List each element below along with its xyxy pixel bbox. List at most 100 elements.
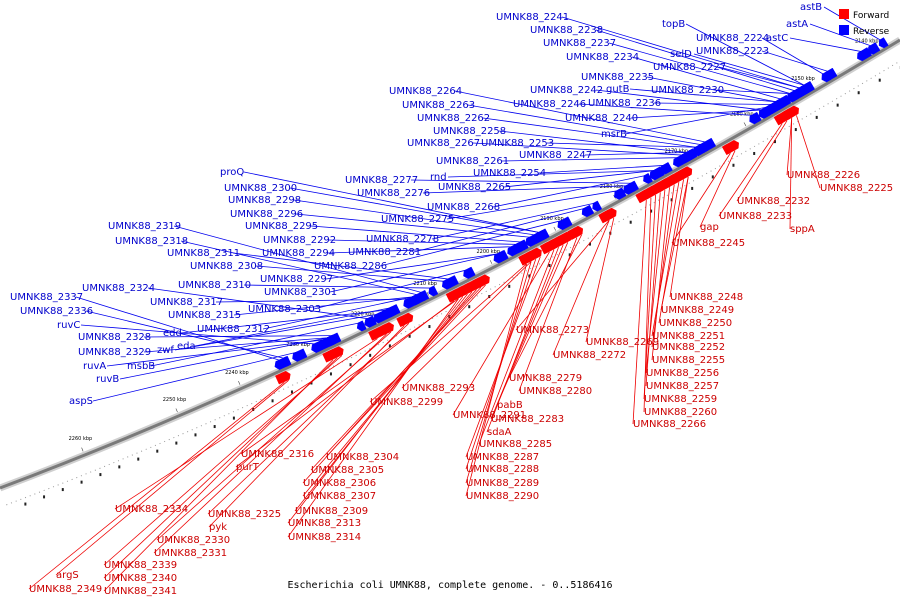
gene-label[interactable]: UMNK88_2275: [381, 214, 454, 225]
gene-label[interactable]: UMNK88_2251: [652, 331, 725, 342]
gene-label[interactable]: UMNK88_2240: [565, 113, 638, 124]
gene-label[interactable]: proQ: [220, 167, 244, 178]
gene-label[interactable]: UMNK88_2318: [115, 236, 188, 247]
gene-label[interactable]: UMNK88_2235: [581, 72, 654, 83]
gene-label[interactable]: UMNK88_2293: [402, 383, 475, 394]
gene-label[interactable]: UMNK88_2250: [659, 318, 732, 329]
gene-label[interactable]: UMNK88_2253: [481, 138, 554, 149]
reverse-gene-glyph[interactable]: [525, 233, 541, 247]
forward-gene-glyph[interactable]: [773, 114, 784, 126]
gene-label[interactable]: ruvB: [96, 374, 119, 385]
gene-label[interactable]: UMNK88_2259: [644, 394, 717, 405]
gene-label[interactable]: gutB: [606, 84, 630, 95]
gene-label[interactable]: UMNK88_2294: [262, 248, 335, 259]
gene-label[interactable]: UMNK88_2313: [288, 518, 361, 529]
forward-gene-glyph[interactable]: [543, 239, 559, 253]
gene-label[interactable]: argS: [56, 570, 79, 581]
gene-label[interactable]: UMNK88_2248: [670, 292, 743, 303]
gene-label[interactable]: edd: [163, 328, 182, 339]
gene-label[interactable]: UMNK88_2232: [737, 196, 810, 207]
gene-label[interactable]: ruvA: [83, 361, 106, 372]
gene-label[interactable]: UMNK88_2241: [496, 12, 569, 23]
gene-label[interactable]: UMNK88_2255: [652, 355, 725, 366]
gene-label[interactable]: UMNK88_2299: [370, 397, 443, 408]
gene-label[interactable]: UMNK88_2324: [82, 283, 155, 294]
gene-label[interactable]: UMNK88_2329: [78, 347, 151, 358]
gene-label[interactable]: UMNK88_2325: [208, 509, 281, 520]
gene-label[interactable]: aspS: [69, 396, 93, 407]
gene-label[interactable]: UMNK88_2249: [661, 305, 734, 316]
gene-label[interactable]: UMNK88_2303: [248, 304, 321, 315]
gene-label[interactable]: UMNK88_2288: [466, 464, 539, 475]
reverse-gene-glyph[interactable]: [857, 47, 873, 62]
reverse-gene-glyph[interactable]: [428, 285, 439, 297]
gene-label[interactable]: zwf: [157, 345, 174, 356]
gene-label[interactable]: UMNK88_2226: [787, 170, 860, 181]
gene-label[interactable]: UMNK88_2257: [646, 381, 719, 392]
gene-label[interactable]: astC: [766, 33, 788, 44]
gene-label[interactable]: UMNK88_2286: [314, 261, 387, 272]
gene-label[interactable]: UMNK88_2289: [466, 478, 539, 489]
gene-label[interactable]: UMNK88_2339: [104, 560, 177, 571]
gene-label[interactable]: UMNK88_2254: [473, 168, 546, 179]
gene-label[interactable]: UMNK88_2280: [519, 386, 592, 397]
gene-label[interactable]: UMNK88_2334: [115, 504, 188, 515]
gene-label[interactable]: UMNK88_2309: [295, 506, 368, 517]
gene-label[interactable]: UMNK88_2258: [433, 126, 506, 137]
gene-label[interactable]: UMNK88_2268: [427, 202, 500, 213]
reverse-gene-glyph[interactable]: [795, 83, 811, 98]
reverse-gene-glyph[interactable]: [507, 242, 523, 257]
forward-gene-glyph[interactable]: [375, 323, 391, 338]
gene-label[interactable]: UMNK88_2317: [150, 297, 223, 308]
gene-label[interactable]: UMNK88_2290: [466, 491, 539, 502]
gene-label[interactable]: gap: [700, 222, 719, 233]
reverse-gene-glyph[interactable]: [878, 37, 889, 49]
gene-label[interactable]: UMNK88_2252: [652, 342, 725, 353]
reverse-gene-glyph[interactable]: [643, 172, 653, 184]
gene-label[interactable]: topB: [662, 19, 685, 30]
gene-label[interactable]: UMNK88_2273: [516, 325, 589, 336]
gene-label[interactable]: UMNK88_2276: [357, 188, 430, 199]
gene-label[interactable]: UMNK88_2225: [820, 183, 893, 194]
gene-label[interactable]: UMNK88_2307: [303, 491, 376, 502]
gene-label[interactable]: UMNK88_2277: [345, 175, 418, 186]
reverse-gene-glyph[interactable]: [673, 153, 689, 168]
gene-label[interactable]: astA: [786, 19, 808, 30]
gene-label[interactable]: UMNK88_2314: [288, 532, 361, 543]
gene-label[interactable]: UMNK88_2304: [326, 452, 399, 463]
gene-label[interactable]: ruvC: [57, 320, 80, 331]
gene-label[interactable]: eda: [177, 341, 196, 352]
gene-label[interactable]: UMNK88_2312: [197, 324, 270, 335]
gene-label[interactable]: UMNK88_2301: [264, 287, 337, 298]
gene-label[interactable]: selD: [670, 49, 692, 60]
gene-label[interactable]: sdaA: [487, 427, 512, 438]
gene-label[interactable]: astB: [800, 2, 822, 13]
gene-label[interactable]: UMNK88_2242: [530, 85, 603, 96]
gene-label[interactable]: UMNK88_2267: [407, 138, 480, 149]
gene-label[interactable]: UMNK88_2310: [178, 280, 251, 291]
gene-label[interactable]: UMNK88_2281: [348, 247, 421, 258]
gene-label[interactable]: UMNK88_2260: [644, 407, 717, 418]
gene-label[interactable]: pyk: [209, 522, 227, 533]
gene-label[interactable]: UMNK88_2331: [154, 548, 227, 559]
gene-label[interactable]: UMNK88_2237: [543, 38, 616, 49]
forward-gene-glyph[interactable]: [396, 316, 407, 328]
gene-label[interactable]: UMNK88_2308: [190, 261, 263, 272]
gene-label[interactable]: purT: [236, 462, 260, 473]
reverse-gene-glyph[interactable]: [592, 200, 603, 212]
gene-label[interactable]: UMNK88_2272: [553, 350, 626, 361]
gene-label[interactable]: msbB: [127, 361, 155, 372]
gene-label[interactable]: UMNK88_2340: [104, 573, 177, 584]
gene-label[interactable]: UMNK88_2236: [588, 98, 661, 109]
forward-gene-glyph[interactable]: [518, 254, 529, 266]
gene-label[interactable]: UMNK88_2285: [479, 439, 552, 450]
gene-label[interactable]: UMNK88_2330: [157, 535, 230, 546]
gene-label[interactable]: pabB: [497, 400, 523, 411]
gene-label[interactable]: UMNK88_2238: [530, 25, 603, 36]
gene-label[interactable]: UMNK88_2300: [224, 183, 297, 194]
gene-label[interactable]: UMNK88_2328: [78, 332, 151, 343]
gene-label[interactable]: UMNK88_2287: [466, 452, 539, 463]
forward-gene-glyph[interactable]: [450, 289, 461, 301]
forward-gene-glyph[interactable]: [635, 189, 651, 204]
gene-label[interactable]: UMNK88_2245: [672, 238, 745, 249]
